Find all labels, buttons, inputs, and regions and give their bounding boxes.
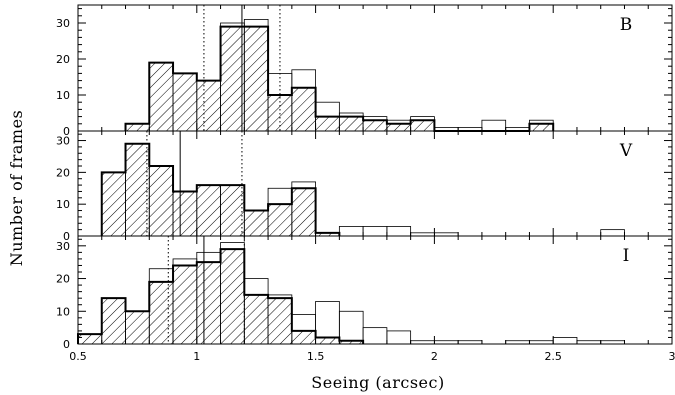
outline-bar [338,310,364,345]
outline-bar [481,119,507,132]
outline-bar [552,337,578,345]
outline-bar [386,330,412,345]
y-tick-label: 30 [56,135,70,148]
y-axis-title: Number of frames [7,110,26,267]
x-axis-title: Seeing (arcsec) [311,373,444,392]
panel-label: I [623,246,630,266]
y-tick-label: 20 [56,273,70,286]
outline-bar [362,226,388,237]
x-tick-labels: 0.5 1 1.5 2 2.5 3 [69,350,675,363]
hatched-outline-v [100,142,341,236]
y-tick-label: 10 [56,198,70,211]
panel-label: V [619,141,633,161]
x-tick-label: 3 [669,350,675,363]
outline-bar [600,229,625,237]
outline-bar [362,327,388,345]
x-tick-label: 1 [193,350,200,363]
y-tick-label: 10 [56,89,70,102]
panel-label: B [620,15,633,35]
y-tick-label: 30 [56,240,70,253]
y-tick-label: 0 [63,338,70,351]
panel-v: 0 10 20 30 V [56,130,673,243]
y-tick-label: 10 [56,305,70,318]
y-tick-label: 20 [56,53,70,66]
panel-i: 0 10 20 30 I [56,235,673,351]
y-tick-label: 0 [63,230,70,243]
panel-frame [77,235,673,345]
panels-group: 0 10 20 30 B 0 10 20 30 V 0 10 20 30 I [56,4,673,351]
y-tick-label: 20 [56,166,70,179]
panel-b: 0 10 20 30 B [56,4,673,138]
x-tick-label: 0.5 [69,350,87,363]
x-tick-label: 1.5 [307,350,325,363]
outline-bar [386,226,412,237]
y-tick-label: 0 [63,125,70,138]
x-tick-label: 2 [431,350,438,363]
hatched-area-b [125,26,554,132]
y-tick-label: 30 [56,17,70,30]
x-tick-label: 2.5 [544,350,562,363]
outline-bar [338,226,364,237]
